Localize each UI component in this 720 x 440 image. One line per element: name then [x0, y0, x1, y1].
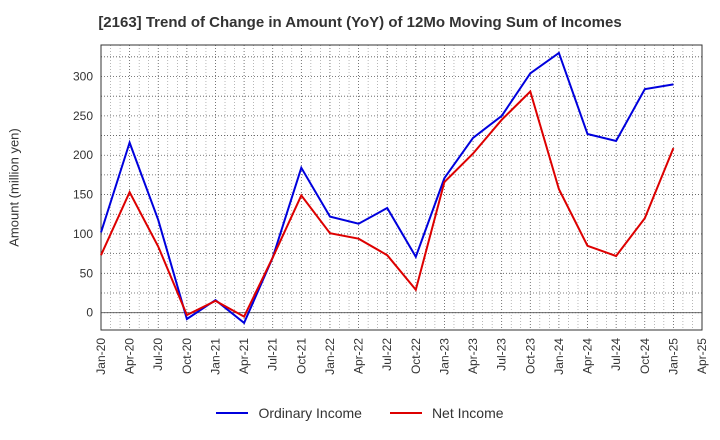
x-tick-label: Jul-24 [609, 338, 623, 371]
plot-frame [100, 44, 703, 331]
legend-item-ordinary-income: Ordinary Income [216, 405, 362, 421]
x-tick-label: Jan-24 [552, 338, 566, 375]
y-tick-label: 50 [80, 266, 94, 280]
x-tick-label: Jan-20 [94, 338, 108, 375]
series-line-net-income [100, 89, 675, 318]
x-tick-label: Jan-23 [437, 338, 451, 375]
x-tick-label: Jul-23 [495, 338, 509, 371]
x-tick-label: Oct-20 [180, 338, 194, 374]
x-tick-label: Oct-22 [409, 338, 423, 374]
x-tick-label: Apr-22 [352, 338, 366, 374]
x-tick-label: Jan-22 [323, 338, 337, 375]
legend-swatch-net-income [389, 412, 422, 414]
y-tick-label: 150 [73, 188, 93, 202]
legend: Ordinary Income Net Income [0, 405, 720, 421]
legend-label-net-income: Net Income [431, 405, 504, 421]
x-tick-label: Oct-24 [638, 338, 652, 374]
y-tick-label: 0 [86, 306, 93, 320]
y-tick-label: 200 [73, 148, 93, 162]
x-tick-label: Jul-21 [266, 338, 280, 371]
x-tick-label: Jul-22 [380, 338, 394, 371]
x-tick-label: Oct-21 [294, 338, 308, 374]
y-tick-label: 100 [73, 227, 93, 241]
legend-item-net-income: Net Income [389, 405, 504, 421]
x-tick-label: Oct-23 [523, 338, 537, 374]
x-tick-label: Apr-21 [237, 338, 251, 374]
x-tick-label: Apr-25 [695, 338, 709, 374]
series-line-ordinary-income [100, 51, 674, 325]
x-tick-label: Jul-20 [151, 338, 165, 371]
legend-label-ordinary-income: Ordinary Income [258, 405, 362, 421]
x-tick-label: Jan-25 [666, 338, 680, 375]
x-tick-label: Apr-20 [123, 338, 137, 374]
chart-title: [2163] Trend of Change in Amount (YoY) o… [98, 14, 622, 31]
x-tick-label: Apr-23 [466, 338, 480, 374]
y-tick-label: 250 [73, 109, 93, 123]
x-tick-label: Jan-21 [208, 338, 222, 375]
y-tick-label: 300 [73, 69, 93, 83]
x-tick-label: Apr-24 [581, 338, 595, 374]
legend-swatch-ordinary-income [216, 412, 249, 414]
